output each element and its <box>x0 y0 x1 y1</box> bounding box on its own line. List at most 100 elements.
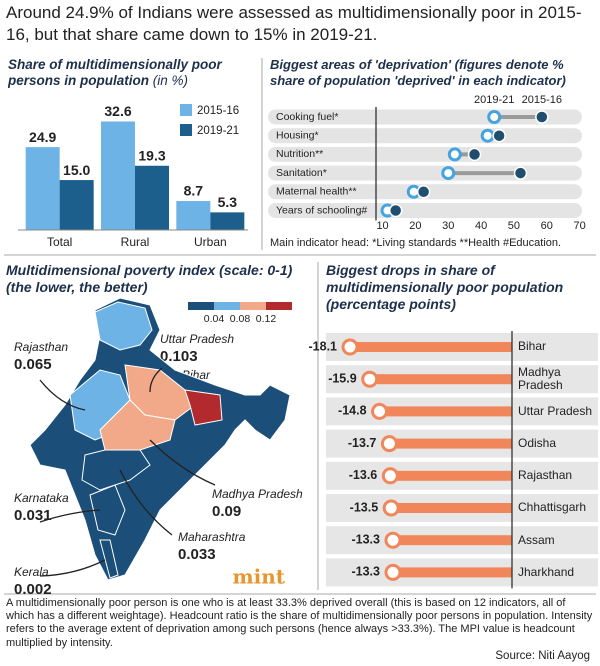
dot <box>341 338 359 356</box>
arrow <box>39 559 106 577</box>
category-label-box: Madhya Pradesh <box>518 365 563 393</box>
chart-title: Biggest areas of 'deprivation' (figures … <box>270 57 566 88</box>
region-value: 0.065 <box>14 356 52 373</box>
x-tick-label: 50 <box>508 220 520 232</box>
category-label-box: Bihar <box>518 340 546 353</box>
x-tick-label: 10 <box>376 220 388 232</box>
india-map <box>29 297 291 581</box>
dot <box>384 531 402 549</box>
region-name: Uttar Pradesh <box>160 332 234 346</box>
x-tick-label: Rural <box>121 235 150 249</box>
category-label-box: Uttar Pradesh <box>518 403 593 418</box>
title-text: Share of multidimensionally poor persons… <box>8 57 222 89</box>
legend-swatch <box>180 104 192 116</box>
region-value: 0.002 <box>14 581 52 598</box>
colorbar-segment <box>188 302 214 310</box>
region-name: Rajasthan <box>14 340 68 354</box>
legend-label: 2019-21 <box>197 125 239 137</box>
category-label-box: Odisha <box>518 436 556 449</box>
arrow <box>39 379 86 411</box>
category-label: Uttar Pradesh <box>518 403 593 418</box>
category-label: Madhya Pradesh <box>518 365 563 393</box>
value-label: 19.3 <box>138 147 165 163</box>
category-label: Cooking fuel* <box>276 111 338 123</box>
region-name: Maharashtra <box>178 530 246 544</box>
bar <box>59 180 94 230</box>
bar <box>176 201 211 230</box>
category-label: Nutrition** <box>276 148 323 160</box>
chart-title: Biggest drops in share of multidimension… <box>326 262 564 312</box>
region-name: Karnataka <box>14 491 69 505</box>
logo: mint <box>232 565 285 589</box>
region-value: 0.033 <box>178 546 216 563</box>
state-region <box>81 449 151 491</box>
legend-label: 2015-16 <box>197 105 239 117</box>
colorbar-segment <box>214 302 240 310</box>
bar <box>25 147 60 230</box>
colorbar-tick-label: 0.04 <box>204 313 225 325</box>
colorbar-segment <box>240 302 266 310</box>
note: Main indicator head: *Living standards *… <box>270 237 561 249</box>
value-label: 24.9 <box>29 129 56 145</box>
x-tick-label: 40 <box>475 220 487 232</box>
category-label: Assam <box>518 532 555 547</box>
chart-title-box: Biggest areas of 'deprivation' (figures … <box>270 57 566 88</box>
header: Around 24.9% of Indians were assessed as… <box>6 3 582 45</box>
value-label: 15.0 <box>63 162 90 178</box>
dot <box>382 499 400 517</box>
value-label: 5.3 <box>218 194 238 210</box>
dot <box>487 110 502 124</box>
value-label: -14.8 <box>338 404 367 418</box>
value-label: -13.3 <box>351 532 380 546</box>
bar <box>101 121 135 230</box>
x-tick-label: Urban <box>194 235 227 249</box>
x-tick-label: 70 <box>573 220 585 232</box>
dot <box>416 185 431 199</box>
dot <box>441 166 456 181</box>
state-shape <box>94 301 153 351</box>
colorbar-segment <box>266 302 292 310</box>
arrow <box>39 509 101 523</box>
region-value: 0.09 <box>212 503 241 520</box>
bar <box>392 535 512 546</box>
category-label: Chhattisgarh <box>518 500 587 515</box>
row-band <box>268 165 582 181</box>
bar <box>392 567 512 578</box>
dot <box>380 435 398 453</box>
value-label: -13.6 <box>349 468 378 482</box>
region-name: Kerala <box>14 565 49 579</box>
value-label: 8.7 <box>184 183 204 199</box>
category-label: Sanitation* <box>276 167 327 179</box>
category-label: Maternal health** <box>276 186 357 198</box>
legend-label: 2019-21 <box>474 94 514 106</box>
value-label: -13.3 <box>351 565 380 579</box>
state-region <box>184 389 223 426</box>
region-name: Madhya Pradesh <box>212 487 303 501</box>
category-label-box: Jharkhand <box>518 565 574 578</box>
dot <box>535 110 549 124</box>
value-label: -13.7 <box>348 436 377 450</box>
x-tick-label: 30 <box>442 220 454 232</box>
value-label: -13.5 <box>350 500 379 514</box>
chart-title-box: Share of multidimensionally poor persons… <box>8 57 222 89</box>
bar <box>391 503 512 513</box>
title-text: Multidimensional poverty index (scale: 0… <box>6 262 293 278</box>
bar <box>369 374 512 385</box>
chart-title: Multidimensional poverty index (scale: 0… <box>6 262 306 296</box>
row-band <box>268 146 582 162</box>
legend-label: 2015-16 <box>522 94 562 106</box>
bar <box>389 438 512 449</box>
source: Source: Niti Aayog <box>495 650 590 662</box>
subtitle: (the lower, the better) <box>6 278 148 295</box>
state-region <box>99 539 119 579</box>
dot <box>388 203 403 218</box>
region-value: 0.031 <box>14 507 52 524</box>
row-band <box>268 109 582 125</box>
bar <box>390 470 512 481</box>
arrow <box>149 439 216 486</box>
x-tick-label: Total <box>47 235 72 249</box>
arrows <box>39 367 216 577</box>
colorbar-tick-label: 0.08 <box>230 313 251 325</box>
colorbar-tick-label: 0.12 <box>256 313 277 325</box>
